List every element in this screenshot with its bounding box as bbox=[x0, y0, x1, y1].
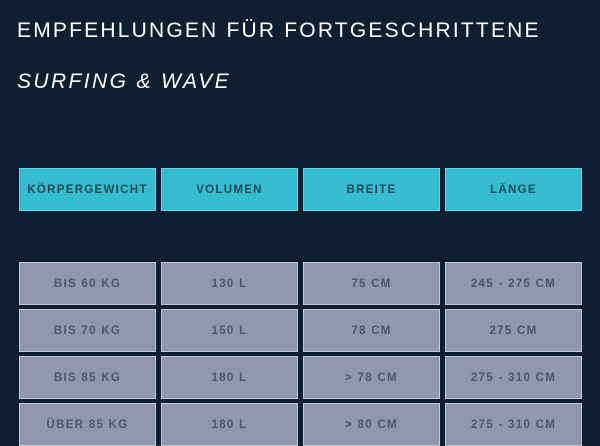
page-title: EMPFEHLUNGEN FÜR FORTGESCHRITTENE bbox=[17, 19, 541, 42]
table-cell: 180 L bbox=[161, 403, 298, 446]
table-cell: BIS 85 KG bbox=[19, 356, 156, 399]
table-cell: 275 - 310 CM bbox=[445, 403, 582, 446]
table-cell: BIS 70 KG bbox=[19, 309, 156, 352]
header-cell-laenge: LÄNGE bbox=[445, 168, 582, 211]
table-cell: > 78 CM bbox=[303, 356, 440, 399]
table-cell: 275 - 310 CM bbox=[445, 356, 582, 399]
table-cell: BIS 60 KG bbox=[19, 262, 156, 305]
header-spacer bbox=[19, 215, 582, 219]
header-cell-koerpergewicht: KÖRPERGEWICHT bbox=[19, 168, 156, 211]
table-cell: 75 CM bbox=[303, 262, 440, 305]
table-cell: 275 CM bbox=[445, 309, 582, 352]
page-subtitle: SURFING & WAVE bbox=[17, 70, 232, 93]
table-cell: 78 CM bbox=[303, 309, 440, 352]
table-cell: ÜBER 85 KG bbox=[19, 403, 156, 446]
table-cell: 180 L bbox=[161, 356, 298, 399]
header-cell-breite: BREITE bbox=[303, 168, 440, 211]
header-cell-volumen: VOLUMEN bbox=[161, 168, 298, 211]
table-cell: 245 - 275 CM bbox=[445, 262, 582, 305]
size-table: KÖRPERGEWICHT VOLUMEN BREITE LÄNGE BIS 6… bbox=[19, 168, 582, 446]
table-cell: 150 L bbox=[161, 309, 298, 352]
table-cell: > 80 CM bbox=[303, 403, 440, 446]
table-cell: 130 L bbox=[161, 262, 298, 305]
